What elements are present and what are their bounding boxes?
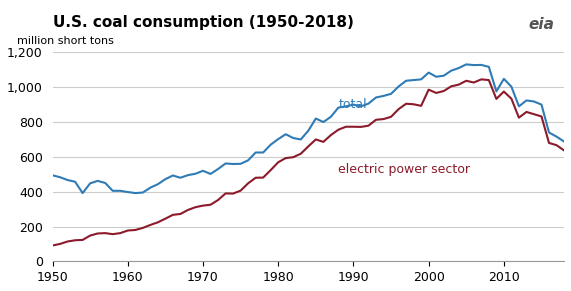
Text: eia: eia [528, 17, 554, 33]
Text: U.S. coal consumption (1950-2018): U.S. coal consumption (1950-2018) [53, 15, 353, 30]
Text: total: total [339, 98, 367, 111]
Text: electric power sector: electric power sector [339, 163, 471, 175]
Text: million short tons: million short tons [17, 36, 114, 46]
